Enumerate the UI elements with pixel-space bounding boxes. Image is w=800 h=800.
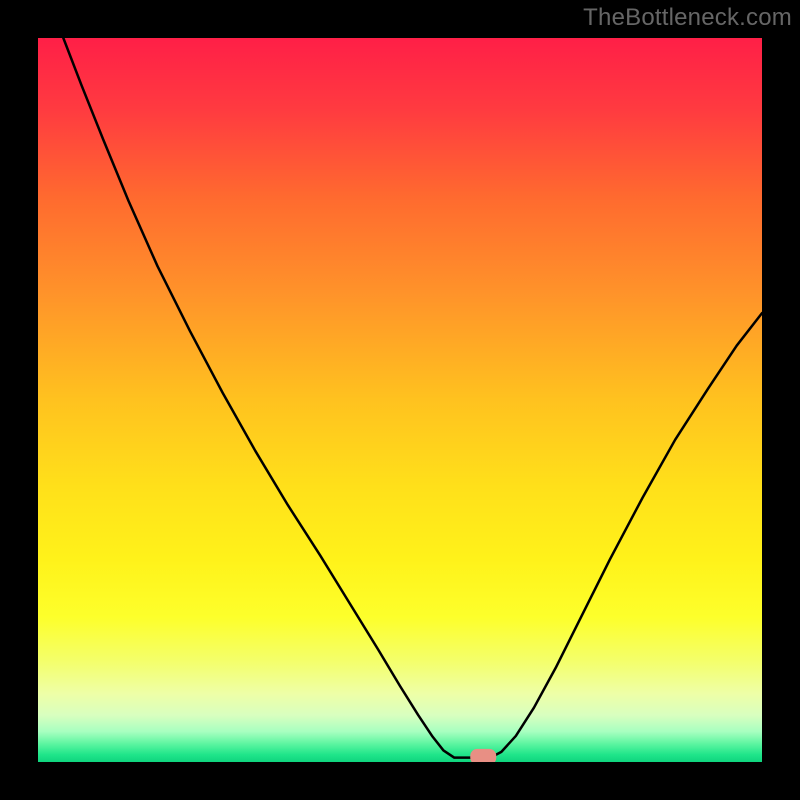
bottleneck-curve-chart xyxy=(0,0,800,800)
chart-background-gradient xyxy=(38,38,762,762)
